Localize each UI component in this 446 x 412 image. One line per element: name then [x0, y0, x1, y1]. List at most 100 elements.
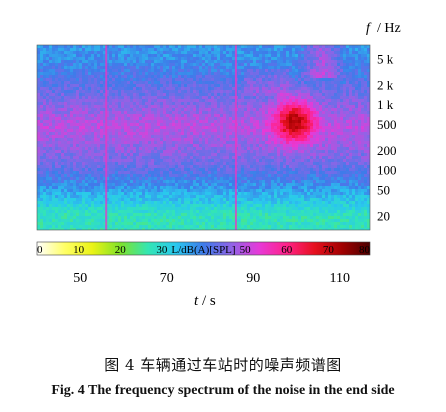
heatmap-cell	[211, 87, 215, 91]
heatmap-cell	[367, 147, 370, 151]
heatmap-cell	[313, 168, 317, 172]
heatmap-cell	[169, 159, 173, 163]
heatmap-cell	[229, 162, 233, 166]
heatmap-cell	[160, 144, 164, 148]
heatmap-cell	[79, 117, 83, 121]
heatmap-cell	[322, 153, 326, 157]
heatmap-cell	[229, 96, 233, 100]
heatmap-cell	[43, 114, 47, 118]
heatmap-cell	[268, 126, 272, 130]
heatmap-cell	[343, 99, 347, 103]
heatmap-cell	[109, 66, 113, 70]
heatmap-cell	[109, 159, 113, 163]
heatmap-cell	[181, 141, 185, 145]
heatmap-cell	[109, 63, 113, 67]
heatmap-cell	[364, 72, 368, 76]
heatmap-cell	[232, 147, 236, 151]
heatmap-cell	[196, 72, 200, 76]
heatmap-cell	[283, 144, 287, 148]
heatmap-cell	[178, 135, 182, 139]
heatmap-cell	[91, 75, 95, 79]
heatmap-cell	[112, 75, 116, 79]
heatmap-cell	[334, 45, 338, 49]
heatmap-cell	[304, 96, 308, 100]
heatmap-cell	[118, 63, 122, 67]
heatmap-cell	[136, 87, 140, 91]
heatmap-cell	[142, 78, 146, 82]
heatmap-cell	[199, 93, 203, 97]
heatmap-cell	[160, 111, 164, 115]
heatmap-cell	[292, 129, 296, 133]
heatmap-cell	[334, 90, 338, 94]
heatmap-cell	[214, 150, 218, 154]
heatmap-cell	[172, 177, 176, 181]
heatmap-cell	[223, 84, 227, 88]
heatmap-cell	[76, 168, 80, 172]
heatmap-cell	[130, 96, 134, 100]
heatmap-cell	[115, 72, 119, 76]
heatmap-cell	[124, 78, 128, 82]
heatmap-cell	[133, 57, 137, 61]
heatmap-cell	[220, 132, 224, 136]
heatmap-cell	[154, 126, 158, 130]
heatmap-cell	[367, 153, 370, 157]
heatmap-cell	[202, 120, 206, 124]
heatmap-cell	[226, 108, 230, 112]
heatmap-cell	[94, 75, 98, 79]
heatmap-cell	[163, 129, 167, 133]
heatmap-cell	[301, 69, 305, 73]
heatmap-cell	[358, 174, 362, 178]
heatmap-cell	[328, 177, 332, 181]
heatmap-cell	[190, 150, 194, 154]
heatmap-cell	[58, 81, 62, 85]
heatmap-cell	[148, 174, 152, 178]
heatmap-cell	[274, 162, 278, 166]
heatmap-cell	[133, 45, 137, 49]
heatmap-cell	[157, 87, 161, 91]
heatmap-cell	[112, 81, 116, 85]
heatmap-cell	[307, 159, 311, 163]
heatmap-cell	[70, 123, 74, 127]
heatmap-cell	[103, 66, 107, 70]
heatmap-cell	[88, 162, 92, 166]
heatmap-cell	[361, 90, 365, 94]
heatmap-cell	[340, 93, 344, 97]
heatmap-cell	[52, 51, 56, 55]
heatmap-cell	[43, 60, 47, 64]
heatmap-cell	[91, 48, 95, 52]
heatmap-cell	[193, 66, 197, 70]
heatmap-cell	[262, 138, 266, 142]
heatmap-cell	[187, 99, 191, 103]
heatmap-cell	[169, 135, 173, 139]
heatmap-cell	[241, 159, 245, 163]
heatmap-cell	[343, 153, 347, 157]
heatmap-cell	[301, 60, 305, 64]
heatmap-cell	[298, 69, 302, 73]
heatmap-cell	[103, 78, 107, 82]
heatmap-cell	[349, 144, 353, 148]
heatmap-cell	[319, 51, 323, 55]
heatmap-cell	[226, 48, 230, 52]
heatmap-cell	[124, 111, 128, 115]
heatmap-cell	[37, 69, 41, 73]
heatmap-cell	[124, 69, 128, 73]
heatmap-cell	[52, 168, 56, 172]
heatmap-cell	[244, 45, 248, 49]
heatmap-cell	[157, 99, 161, 103]
heatmap-cell	[223, 132, 227, 136]
heatmap-cell	[277, 63, 281, 67]
heatmap-cell	[223, 156, 227, 160]
heatmap-cell	[178, 87, 182, 91]
heatmap-cell	[367, 168, 370, 172]
heatmap-cell	[274, 177, 278, 181]
heatmap-cell	[283, 108, 287, 112]
heatmap-cell	[94, 144, 98, 148]
heatmap-cell	[343, 60, 347, 64]
heatmap-cell	[139, 141, 143, 145]
heatmap-cell	[115, 105, 119, 109]
heatmap-cell	[283, 156, 287, 160]
heatmap-cell	[214, 87, 218, 91]
heatmap-cell	[160, 60, 164, 64]
heatmap-cell	[364, 75, 368, 79]
heatmap-cell	[217, 48, 221, 52]
